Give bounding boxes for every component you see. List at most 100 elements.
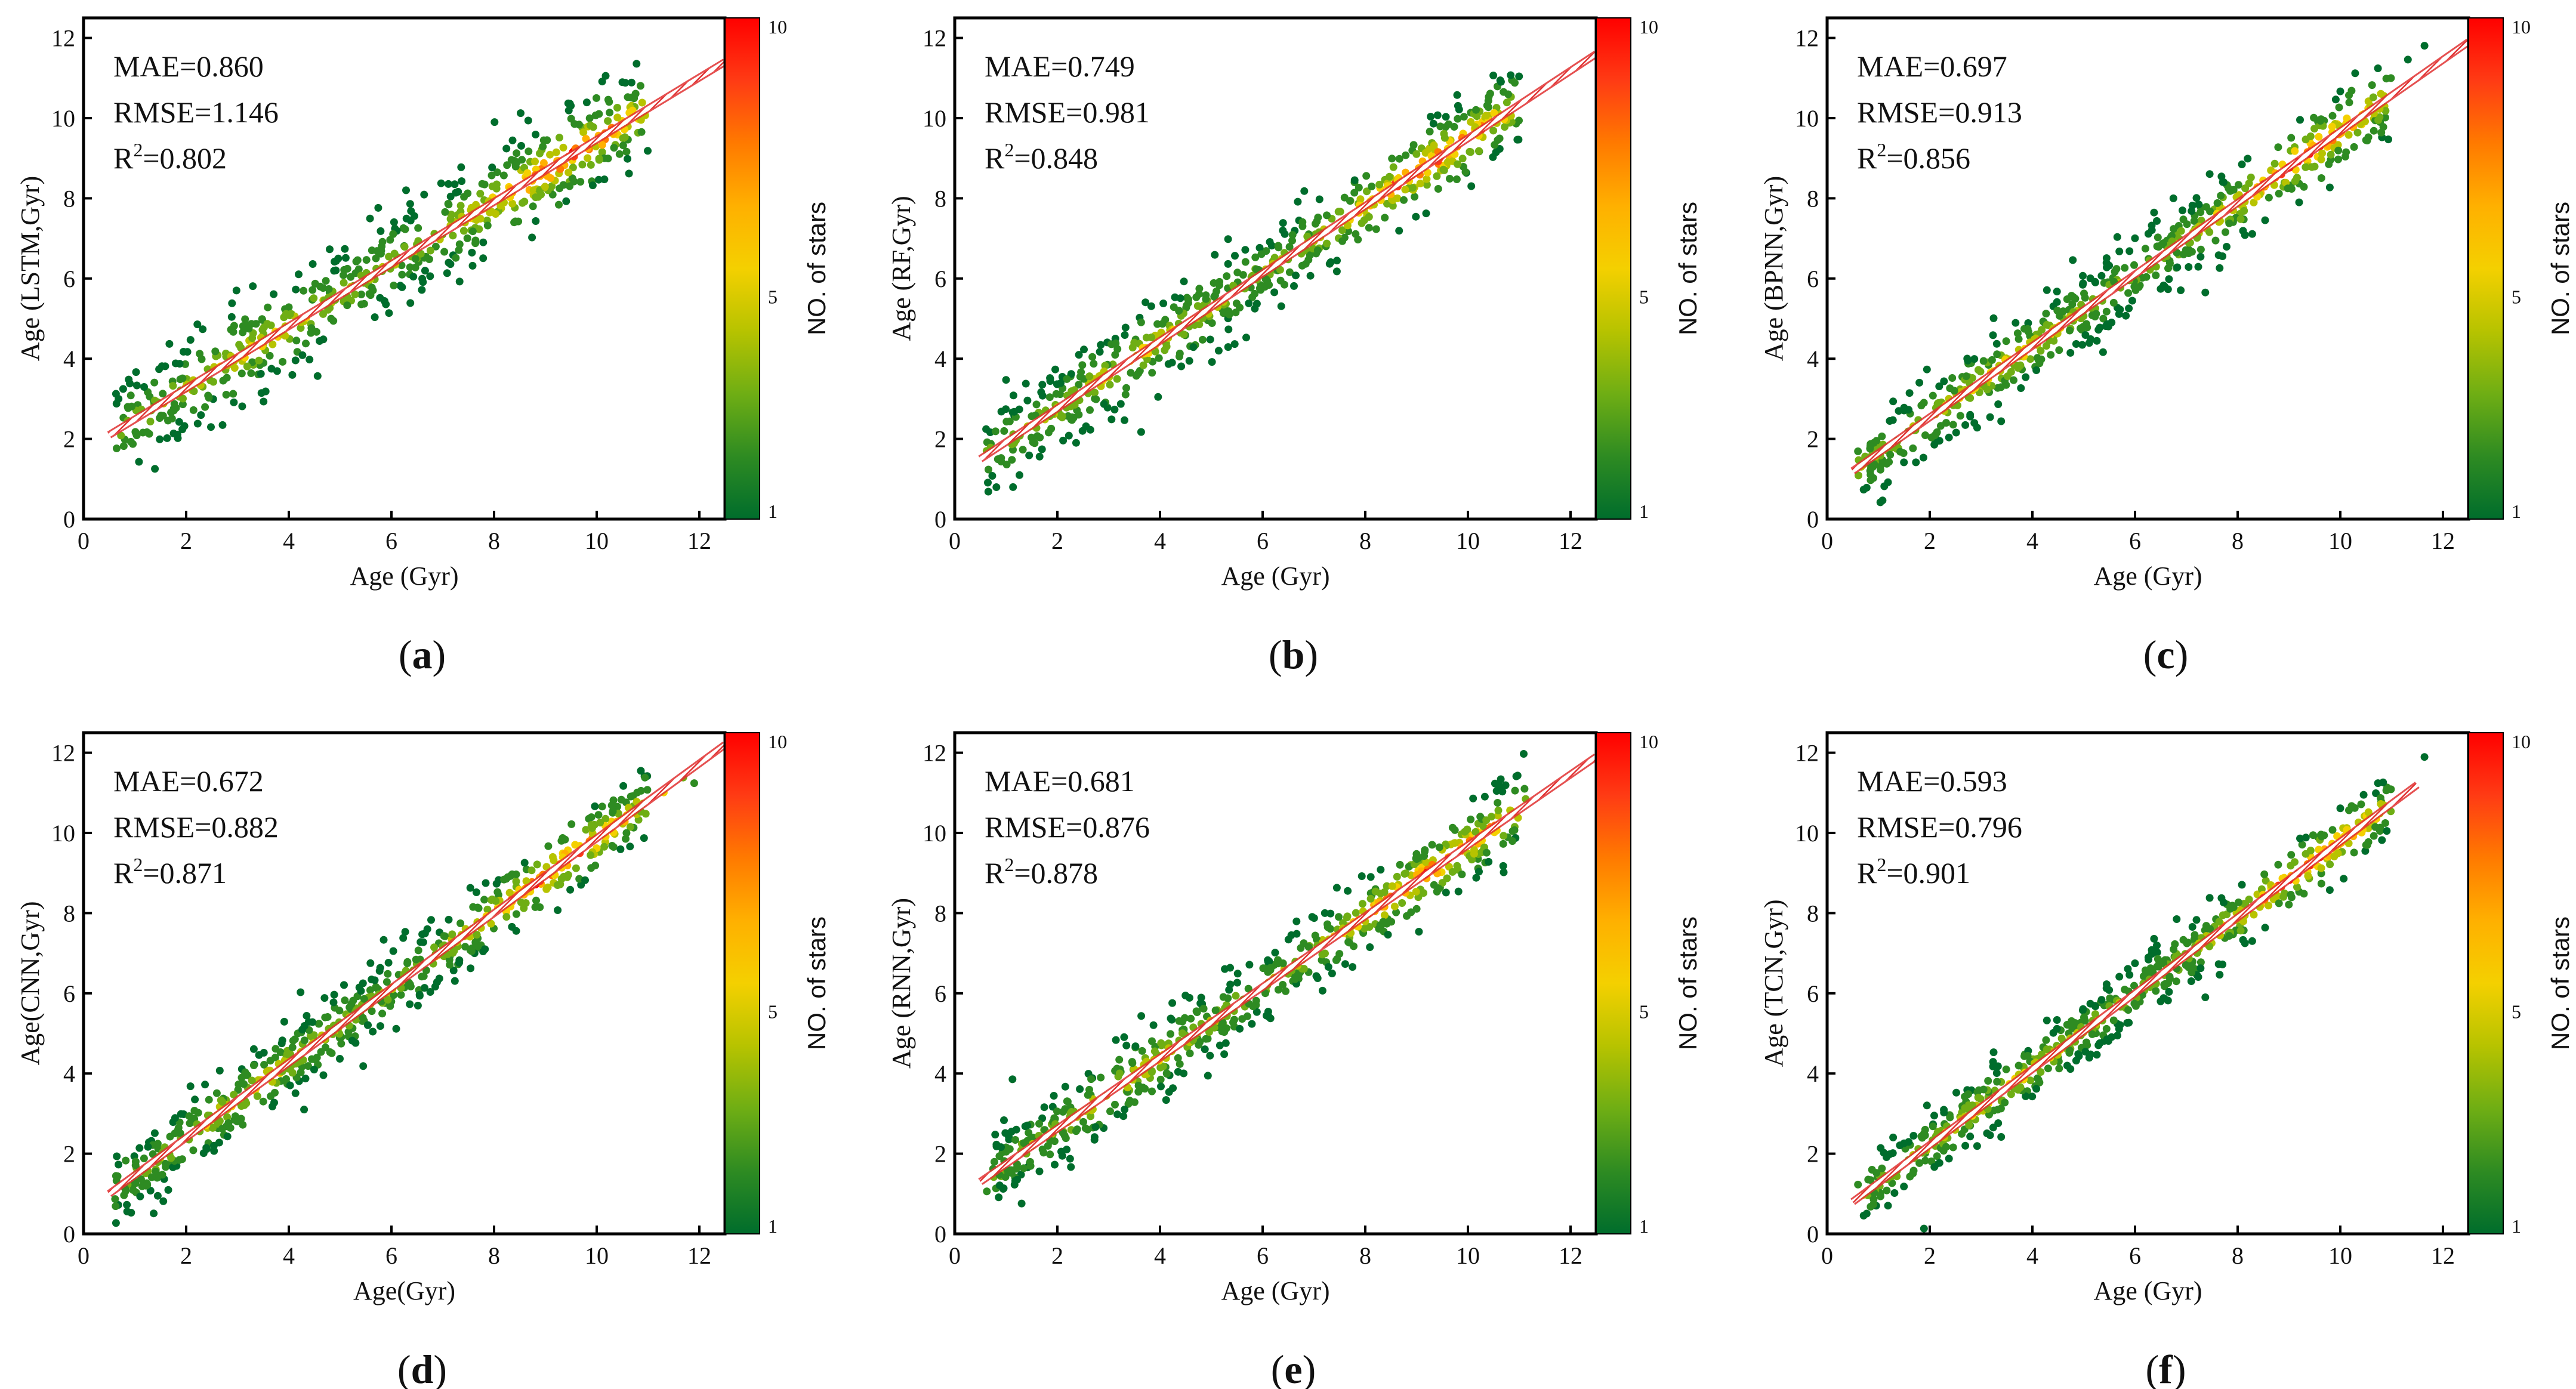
scatter-point bbox=[1040, 1103, 1048, 1112]
scatter-point bbox=[598, 802, 606, 811]
x-tick-label: 0 bbox=[1821, 1242, 1833, 1269]
scatter-point bbox=[2223, 243, 2231, 251]
scatter-point bbox=[1245, 961, 1254, 969]
scatter-point bbox=[2069, 293, 2078, 301]
scatter-point bbox=[2032, 1085, 2041, 1093]
scatter-point bbox=[397, 990, 405, 999]
scatter-point bbox=[366, 986, 374, 994]
scatter-point bbox=[180, 348, 187, 356]
scatter-point bbox=[1514, 135, 1523, 144]
scatter-point bbox=[1206, 335, 1214, 344]
scatter-point bbox=[347, 1000, 356, 1008]
scatter-point bbox=[2280, 889, 2288, 897]
scatter-point bbox=[2108, 319, 2116, 326]
scatter-point bbox=[480, 896, 489, 904]
scatter-point bbox=[1044, 428, 1053, 437]
scatter-point bbox=[588, 181, 597, 190]
scatter-point bbox=[1128, 1058, 1136, 1066]
scatter-point bbox=[291, 356, 300, 365]
scatter-point bbox=[382, 978, 391, 986]
scatter-point bbox=[218, 421, 227, 429]
scatter-point bbox=[1292, 930, 1301, 938]
scatter-point bbox=[532, 193, 540, 202]
scatter-point bbox=[473, 931, 481, 939]
scatter-point bbox=[690, 779, 698, 788]
scatter-point bbox=[140, 1155, 148, 1162]
scatter-point bbox=[1876, 465, 1884, 474]
scatter-point bbox=[289, 1036, 297, 1045]
scatter-point bbox=[1966, 412, 1975, 421]
scatter-point bbox=[1961, 1104, 1969, 1112]
scatter-point bbox=[2387, 74, 2395, 82]
scatter-point bbox=[2091, 277, 2099, 286]
scatter-point bbox=[1962, 372, 1970, 381]
scatter-point bbox=[209, 1141, 218, 1150]
scatter-point bbox=[1326, 909, 1335, 918]
scatter-point bbox=[2350, 848, 2358, 857]
scatter-point bbox=[1111, 1100, 1119, 1109]
scatter-point bbox=[2142, 273, 2151, 281]
scatter-point bbox=[1198, 335, 1207, 344]
scatter-point bbox=[307, 329, 315, 337]
scatter-point bbox=[176, 1129, 184, 1137]
scatter-point bbox=[123, 1200, 131, 1209]
scatter-point bbox=[1442, 113, 1450, 121]
scatter-point bbox=[1282, 987, 1289, 995]
scatter-point bbox=[1233, 970, 1242, 978]
scatter-point bbox=[2336, 87, 2344, 95]
scatter-point bbox=[1175, 1017, 1183, 1025]
panel-label-letter: c bbox=[2157, 632, 2174, 677]
scatter-point bbox=[1381, 214, 1389, 222]
x-tick-label: 10 bbox=[1456, 1242, 1480, 1269]
scatter-point bbox=[1192, 1007, 1201, 1015]
scatter-point bbox=[1867, 1176, 1875, 1184]
scatter-point bbox=[151, 465, 159, 473]
scatter-point bbox=[533, 860, 541, 869]
scatter-point bbox=[1346, 197, 1354, 205]
scatter-point bbox=[237, 369, 246, 378]
scatter-point bbox=[567, 101, 575, 110]
stat-r2-value: =0.871 bbox=[143, 856, 227, 890]
scatter-point bbox=[1440, 166, 1448, 174]
scatter-point bbox=[173, 430, 181, 439]
scatter-point bbox=[2094, 326, 2103, 334]
scatter-point bbox=[2173, 263, 2182, 271]
scatter-point bbox=[2153, 217, 2161, 225]
scatter-point bbox=[1220, 1050, 1229, 1058]
scatter-point bbox=[1889, 397, 1898, 406]
scatter-point bbox=[412, 955, 420, 964]
scatter-point bbox=[2225, 184, 2233, 193]
scatter-point bbox=[292, 337, 301, 345]
scatter-point bbox=[1176, 1060, 1184, 1068]
panel-label-open: ( bbox=[2143, 632, 2157, 677]
scatter-point bbox=[468, 227, 477, 236]
scatter-point bbox=[360, 995, 368, 1003]
y-tick-label: 4 bbox=[63, 1060, 75, 1087]
colorbar-tick-label: 10 bbox=[2512, 731, 2531, 752]
x-tick-label: 10 bbox=[2328, 527, 2352, 554]
scatter-point bbox=[556, 184, 564, 193]
scatter-point bbox=[1422, 858, 1430, 866]
scatter-point bbox=[366, 214, 374, 223]
scatter-point bbox=[1193, 302, 1202, 310]
scatter-point bbox=[1332, 884, 1341, 892]
scatter-point bbox=[1890, 1189, 1899, 1197]
scatter-point bbox=[1326, 258, 1335, 266]
scatter-point bbox=[2066, 326, 2074, 335]
scatter-point bbox=[2042, 1036, 2050, 1044]
scatter-point bbox=[1936, 422, 1945, 430]
scatter-point bbox=[582, 98, 591, 107]
scatter-point bbox=[1007, 1166, 1016, 1174]
scatter-point bbox=[1883, 1186, 1891, 1194]
x-tick-label: 8 bbox=[488, 1242, 500, 1269]
scatter-point bbox=[2291, 858, 2299, 866]
stat-r2-superscript: 2 bbox=[133, 854, 143, 875]
x-tick-label: 2 bbox=[1924, 527, 1936, 554]
scatter-point bbox=[1119, 1112, 1128, 1121]
scatter-point bbox=[201, 1081, 209, 1089]
scatter-point bbox=[1393, 872, 1401, 881]
scatter-point bbox=[245, 325, 253, 333]
scatter-point bbox=[1994, 400, 2003, 408]
colorbar-label: NO. of stars bbox=[1674, 202, 1702, 335]
panel-label-close: ) bbox=[2175, 632, 2189, 677]
